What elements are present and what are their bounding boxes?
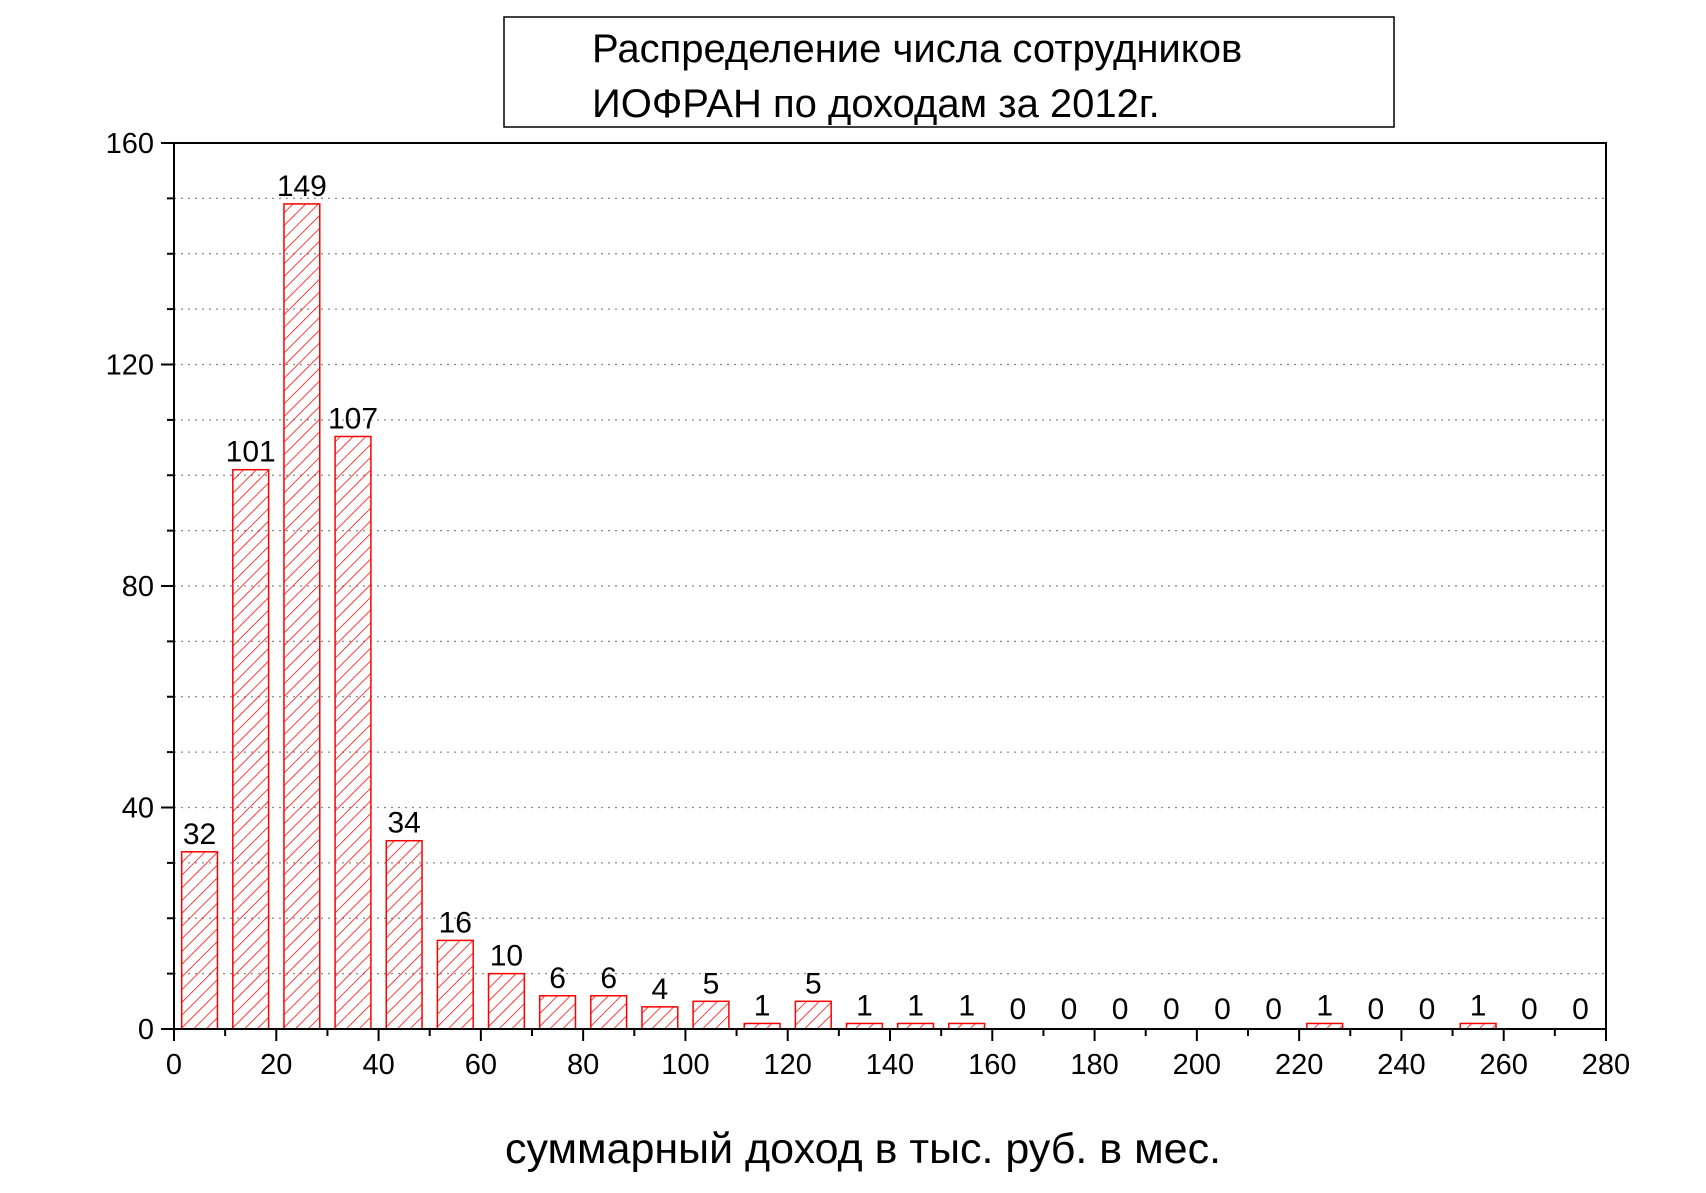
- bar-value-label: 0: [1010, 993, 1027, 1026]
- bar-value-label: 4: [652, 973, 669, 1006]
- bar-value-label: 16: [439, 906, 472, 939]
- bar: [794, 1000, 832, 1030]
- bar: [641, 1006, 679, 1030]
- bar-value-label: 32: [183, 818, 216, 851]
- bar: [538, 995, 577, 1030]
- x-tick-label: 240: [1377, 1049, 1425, 1081]
- bar-value-label: 0: [1214, 993, 1231, 1026]
- bar: [180, 851, 219, 1030]
- x-tick-label: 0: [166, 1049, 182, 1081]
- y-axis-ticks: 0 40 80 120 160: [106, 128, 174, 1046]
- bar: [692, 1000, 730, 1030]
- x-tick-label: 20: [260, 1049, 292, 1081]
- bar-value-label: 0: [1521, 993, 1538, 1026]
- x-tick-label: 180: [1070, 1049, 1118, 1081]
- x-tick-label: 140: [866, 1049, 914, 1081]
- y-tick-label: 40: [122, 793, 154, 825]
- x-tick-label: 200: [1173, 1049, 1221, 1081]
- bar-value-label: 34: [387, 807, 420, 840]
- y-tick-label: 0: [138, 1014, 154, 1046]
- bar-value-label: 5: [805, 967, 822, 1000]
- x-tick-label: 100: [661, 1049, 709, 1081]
- bar-value-label: 0: [1163, 993, 1180, 1026]
- bar: [487, 972, 526, 1030]
- x-tick-label: 160: [968, 1049, 1016, 1081]
- bar-value-label: 1: [907, 989, 924, 1022]
- x-tick-label: 40: [362, 1049, 394, 1081]
- bar-value-label: 0: [1368, 993, 1385, 1026]
- x-tick-label: 260: [1480, 1049, 1528, 1081]
- bar-value-label: 149: [277, 170, 327, 203]
- chart-title: Распределение числа сотрудников ИОФРАН п…: [503, 16, 1395, 128]
- bar-value-label: 107: [328, 402, 378, 435]
- y-tick-label: 160: [106, 128, 154, 160]
- bar: [283, 203, 321, 1030]
- bar-value-label: 0: [1112, 993, 1129, 1026]
- bar-value-label: 0: [1419, 993, 1436, 1026]
- x-tick-label: 220: [1275, 1049, 1323, 1081]
- bar: [590, 995, 628, 1030]
- bar: [334, 435, 372, 1030]
- bar-value-label: 1: [856, 989, 873, 1022]
- x-tick-label: 280: [1582, 1049, 1630, 1081]
- bar: [232, 468, 270, 1030]
- bar-value-label: 6: [600, 962, 617, 995]
- bar-value-label: 1: [1470, 989, 1487, 1022]
- bar-value-label: 5: [703, 967, 720, 1000]
- bar-value-label: 1: [1316, 989, 1333, 1022]
- bar-value-label: 1: [754, 989, 771, 1022]
- x-tick-label: 80: [567, 1049, 599, 1081]
- x-tick-label: 60: [465, 1049, 497, 1081]
- x-axis-ticks: 0 20 40 60 80 100 120 140 160 180 200 220 240 260 280: [166, 1029, 1630, 1081]
- bar-value-label: 1: [958, 989, 975, 1022]
- bars: [180, 203, 1497, 1030]
- bar-value-label: 101: [226, 436, 276, 469]
- x-tick-label: 120: [764, 1049, 812, 1081]
- bar-value-label: 0: [1265, 993, 1282, 1026]
- bar-value-label: 10: [490, 940, 523, 973]
- bar-value-label: 6: [549, 962, 566, 995]
- title-line-1: Распределение числа сотрудников: [592, 27, 1242, 71]
- title-line-2: ИОФРАН по доходам за 2012г.: [592, 82, 1160, 126]
- bar: [436, 939, 474, 1030]
- x-axis-title: суммарный доход в тыс. руб. в мес.: [505, 1125, 1221, 1173]
- y-tick-label: 120: [106, 350, 154, 382]
- bar-value-label: 0: [1572, 993, 1589, 1026]
- bar-value-label: 0: [1061, 993, 1078, 1026]
- title-box: [503, 16, 1395, 128]
- bar: [385, 839, 423, 1030]
- y-tick-label: 80: [122, 571, 154, 603]
